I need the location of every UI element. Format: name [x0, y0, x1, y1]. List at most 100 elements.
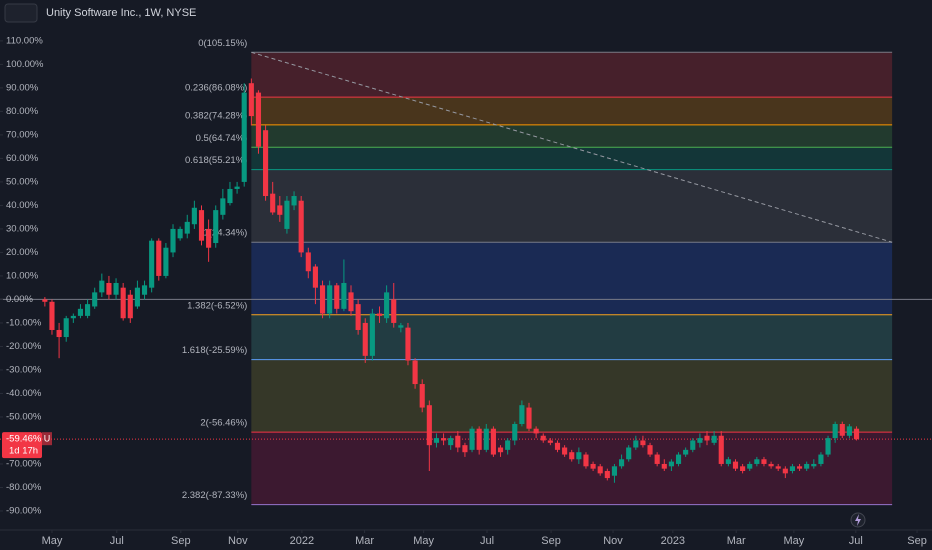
x-tick-label: Mar — [355, 535, 374, 547]
fib-label: 2(-56.46%) — [200, 418, 247, 429]
candle-body — [376, 313, 383, 316]
candle-body — [633, 440, 639, 448]
candle-body — [384, 292, 390, 319]
x-tick-label: Nov — [228, 535, 248, 547]
candles — [42, 78, 860, 483]
fib-label: 1(24.34%) — [203, 228, 247, 239]
y-tick-label: 40.00% — [6, 200, 39, 211]
candle-body — [761, 459, 767, 464]
fib-label: 1.382(-6.52%) — [187, 300, 247, 311]
candle-body — [191, 207, 197, 225]
candle-body — [127, 294, 133, 319]
candle-body — [519, 405, 525, 424]
candle-body — [476, 428, 482, 450]
candle-body — [177, 228, 183, 239]
candle-body — [398, 325, 404, 328]
y-tick-label: 50.00% — [6, 176, 39, 187]
candle-body — [77, 308, 84, 316]
fib-band — [251, 242, 893, 315]
candle-body — [462, 445, 468, 453]
candle-body — [85, 304, 91, 316]
candle-body — [583, 454, 589, 467]
fib-band — [251, 97, 893, 125]
candle-body — [441, 438, 447, 441]
axes: 110.00% 100.00% 90.00% 80.00% 70.00% 60.00% 50… — [0, 35, 932, 547]
candle-body — [569, 452, 575, 460]
candle-body — [533, 428, 539, 434]
chart-title: Unity Software Inc., 1W, NYSE — [46, 7, 196, 19]
candle-body — [291, 196, 297, 206]
candle-body — [412, 360, 418, 385]
candle-body — [547, 440, 553, 443]
candle-body — [227, 188, 233, 204]
y-tick-label: -90.00% — [6, 505, 42, 516]
candle-body — [70, 315, 76, 319]
candle-body — [789, 466, 796, 472]
candle-body — [56, 329, 62, 338]
candle-body — [405, 327, 411, 361]
fib-band — [251, 432, 893, 505]
candle-body — [241, 92, 247, 182]
candle-body — [554, 442, 561, 450]
fib-label: 1.618(-25.59%) — [182, 345, 247, 356]
y-tick-label: 60.00% — [6, 153, 39, 164]
candle-body — [846, 426, 852, 436]
y-tick-label: 110.00% — [6, 35, 43, 46]
candle-body — [711, 435, 717, 443]
candle-body — [611, 466, 618, 476]
candle-body — [433, 438, 440, 443]
fib-band — [251, 52, 893, 98]
fib-trend-line — [251, 51, 893, 243]
candle-body — [697, 438, 703, 443]
candle-body — [426, 405, 432, 446]
candle-body — [92, 292, 98, 307]
candle-body — [497, 447, 504, 453]
y-tick-label: -10.00% — [6, 317, 42, 328]
candle-body — [234, 186, 240, 189]
x-tick-label: 2022 — [290, 535, 314, 547]
y-tick-label: -50.00% — [6, 411, 42, 422]
candle-body — [811, 463, 817, 467]
y-tick-label: -40.00% — [6, 388, 42, 399]
candle-body — [832, 424, 838, 439]
candle-body — [49, 301, 55, 330]
y-tick-label: 100.00% — [6, 59, 44, 70]
candle-body — [797, 466, 803, 469]
symbol-label: U — [44, 434, 51, 444]
symbol-badge — [42, 432, 52, 446]
fib-band — [251, 314, 893, 360]
candle-body — [853, 428, 860, 440]
candle-body — [284, 200, 290, 229]
x-tick-label: May — [42, 535, 63, 547]
candle-body — [298, 200, 304, 253]
candle-body — [661, 463, 667, 469]
alert-icon[interactable] — [850, 512, 866, 528]
candle-body — [213, 210, 219, 244]
x-tick-label: May — [783, 535, 804, 547]
candle-body — [391, 299, 397, 323]
candle-body — [455, 435, 461, 448]
candle-body — [206, 228, 212, 248]
fibonacci-extension: 0(105.15%) 0.236(86.08%) 0.382(74.28%) 0.5(… — [182, 38, 893, 506]
x-tick-label: 2023 — [661, 535, 685, 547]
symbol-search[interactable] — [4, 3, 38, 23]
candle-body — [626, 447, 632, 460]
candle-body — [263, 130, 269, 197]
x-tick-label: Jul — [110, 535, 124, 547]
y-tick-label: -30.00% — [6, 364, 42, 375]
y-tick-label: 10.00% — [6, 270, 39, 281]
candle-body — [277, 205, 283, 215]
price-badge-label: -59.46% — [6, 434, 42, 445]
candle-body — [839, 424, 845, 436]
candle-body — [704, 435, 710, 441]
candle-body — [63, 318, 69, 338]
lightning — [855, 514, 861, 526]
candle-body — [590, 463, 596, 469]
candle-body — [562, 447, 568, 455]
x-tick-label: Jul — [480, 535, 494, 547]
candle-body — [782, 468, 788, 474]
candle-body — [654, 454, 660, 464]
y-tick-label: -20.00% — [6, 341, 42, 352]
